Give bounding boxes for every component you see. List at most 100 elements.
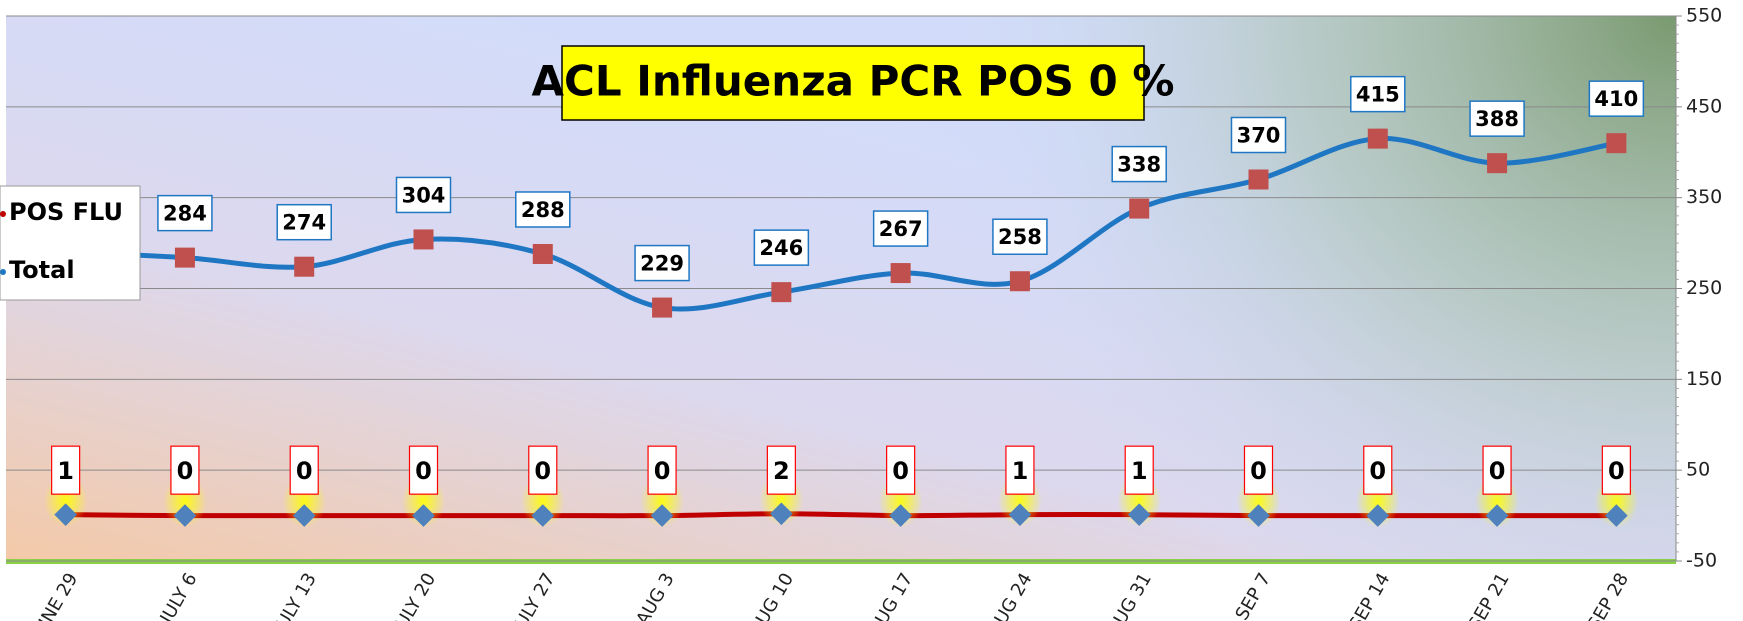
data-label: 229 bbox=[640, 252, 684, 276]
marker bbox=[771, 282, 792, 303]
data-label-box bbox=[408, 445, 439, 495]
data-label-box bbox=[157, 194, 213, 232]
data-label-box bbox=[1482, 445, 1512, 495]
data-label: 1 bbox=[1131, 457, 1148, 485]
y-tick-label: 450 bbox=[1686, 95, 1722, 117]
data-label-box bbox=[1363, 445, 1393, 495]
data-label: 0 bbox=[1369, 457, 1386, 485]
data-label: 0 bbox=[1608, 457, 1625, 485]
x-tick-label: SEP 28 bbox=[1584, 570, 1633, 621]
data-label-box bbox=[634, 244, 690, 282]
data-label-box bbox=[647, 445, 677, 495]
x-tick-label: SEP 7 bbox=[1232, 570, 1276, 621]
chart-title: ACL Influenza PCR POS 0 % bbox=[532, 57, 1175, 106]
data-label: 415 bbox=[1356, 83, 1400, 107]
x-tick-label: SEP 14 bbox=[1345, 570, 1394, 621]
data-label: 0 bbox=[892, 457, 909, 485]
data-label-box bbox=[276, 203, 332, 241]
marker bbox=[532, 243, 553, 264]
series-line bbox=[65, 136, 1617, 312]
x-tick-label: JULY 27 bbox=[508, 570, 560, 621]
x-tick-label: JUNE 29 bbox=[28, 570, 83, 621]
y-tick-label: 350 bbox=[1686, 186, 1722, 208]
data-label-box bbox=[51, 445, 81, 495]
legend-label: POS FLU bbox=[9, 198, 123, 226]
y-tick-label: 150 bbox=[1686, 368, 1722, 390]
data-label: 388 bbox=[1475, 107, 1519, 131]
marker bbox=[1487, 153, 1508, 174]
data-label: 258 bbox=[998, 225, 1042, 249]
data-label-box bbox=[992, 218, 1048, 255]
x-tick-label: JULY 20 bbox=[389, 570, 441, 621]
data-label: 0 bbox=[296, 457, 313, 485]
data-label: 0 bbox=[1250, 457, 1267, 485]
marker bbox=[1367, 128, 1388, 149]
data-label: 1 bbox=[1012, 457, 1029, 485]
marker bbox=[173, 504, 197, 527]
data-label: 288 bbox=[521, 198, 565, 222]
marker bbox=[1008, 503, 1032, 526]
x-tick-label: AUG 31 bbox=[1104, 570, 1156, 621]
y-tick-label: -50 bbox=[1686, 550, 1717, 572]
x-tick-label: JULY 13 bbox=[269, 570, 321, 621]
data-label-box bbox=[1588, 80, 1645, 117]
marker bbox=[413, 229, 434, 250]
data-label-box bbox=[515, 191, 571, 228]
data-label: 1 bbox=[57, 457, 74, 485]
data-label: 370 bbox=[1237, 124, 1281, 148]
marker bbox=[412, 504, 435, 527]
marker bbox=[890, 263, 911, 284]
data-label-box bbox=[1350, 75, 1406, 113]
data-label-box bbox=[1243, 445, 1274, 495]
marker bbox=[1127, 503, 1151, 526]
x-tick-label: AUG 24 bbox=[984, 570, 1036, 621]
data-label-box bbox=[1469, 100, 1525, 137]
data-label-box bbox=[1230, 116, 1287, 154]
marker bbox=[1129, 198, 1150, 219]
data-label-box bbox=[1005, 445, 1035, 495]
data-label-box bbox=[1124, 445, 1154, 495]
marker bbox=[174, 247, 195, 268]
legend-swatch bbox=[0, 269, 6, 275]
x-tick-label: AUG 17 bbox=[865, 570, 917, 621]
data-label-box bbox=[753, 229, 810, 266]
data-label-box bbox=[528, 445, 558, 495]
legend-swatch bbox=[0, 211, 6, 217]
y-tick-label: 550 bbox=[1686, 5, 1722, 27]
data-label-box bbox=[395, 176, 452, 214]
marker bbox=[770, 502, 793, 526]
data-label: 246 bbox=[759, 236, 803, 260]
marker bbox=[294, 256, 315, 277]
data-label-box bbox=[289, 445, 319, 495]
data-label: 267 bbox=[879, 217, 923, 241]
data-label: 274 bbox=[282, 211, 326, 235]
marker bbox=[292, 504, 316, 527]
data-label-box bbox=[872, 210, 929, 247]
legend-box bbox=[0, 185, 141, 301]
data-label: 0 bbox=[177, 457, 194, 485]
x-tick-label: AUG 3 bbox=[632, 570, 678, 621]
data-label: 0 bbox=[1489, 457, 1506, 485]
marker bbox=[1009, 271, 1030, 292]
data-label-box bbox=[766, 445, 796, 495]
data-label: 0 bbox=[534, 457, 551, 485]
title-box bbox=[561, 45, 1145, 121]
x-tick-label: AUG 10 bbox=[746, 570, 798, 621]
marker bbox=[1248, 169, 1269, 190]
y-tick-label: 50 bbox=[1686, 459, 1710, 481]
data-label-box bbox=[1111, 145, 1167, 183]
data-label-box bbox=[886, 445, 916, 495]
data-label: 0 bbox=[415, 457, 432, 485]
data-label: 410 bbox=[1594, 87, 1638, 111]
data-label: 304 bbox=[402, 183, 446, 207]
y-tick-label: 250 bbox=[1686, 277, 1722, 299]
marker bbox=[652, 297, 673, 318]
data-label: 338 bbox=[1117, 153, 1161, 177]
x-tick-label: JULY 6 bbox=[156, 570, 202, 621]
data-label-box bbox=[1601, 445, 1631, 495]
data-label: 0 bbox=[654, 457, 671, 485]
x-tick-label: SEP 21 bbox=[1464, 570, 1513, 621]
data-label: 284 bbox=[163, 202, 207, 226]
legend-label: Total bbox=[9, 256, 75, 284]
